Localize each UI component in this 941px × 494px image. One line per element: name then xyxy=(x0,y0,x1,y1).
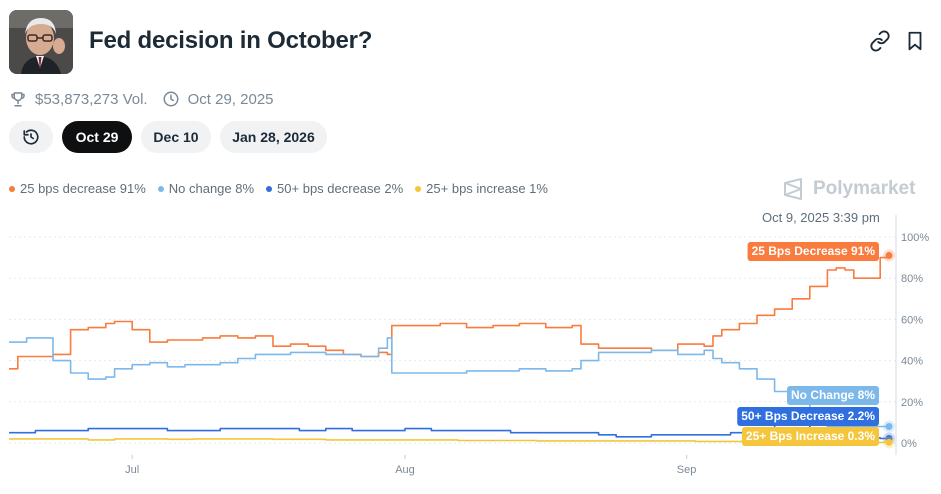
market-title: Fed decision in October? xyxy=(89,27,373,54)
tab-dec-10[interactable]: Dec 10 xyxy=(141,121,211,153)
series-end-pill-0 xyxy=(747,242,879,261)
legend-dot xyxy=(9,185,15,192)
series-end-dot-0 xyxy=(885,252,893,260)
y-tick-label: 100% xyxy=(901,232,929,244)
probability-chart[interactable]: 0% 20% 40% 60% 80% 100% Jul Aug Sep 25 Bps Decrea… xyxy=(0,215,941,490)
legend-dot xyxy=(157,185,164,192)
series-line-0 xyxy=(9,255,890,370)
y-tick-label: 80% xyxy=(901,273,923,285)
trophy-icon xyxy=(11,92,25,107)
market-end-date: Oct 29, 2025 xyxy=(187,90,274,108)
legend-item-no-change[interactable]: No change 8% xyxy=(157,181,255,196)
legend-item-25bps-decrease[interactable]: 25 bps decrease 91% xyxy=(9,181,146,196)
series-end-label-2: 50+ Bps Decrease 2.2% xyxy=(741,409,875,423)
clock-icon xyxy=(163,91,179,107)
legend-dot xyxy=(415,185,422,192)
y-tick-label: 40% xyxy=(901,356,923,368)
legend-label: 50+ bps decrease 2% xyxy=(277,181,404,196)
x-tick-label: Aug xyxy=(395,464,415,476)
y-tick-label: 60% xyxy=(901,314,923,326)
series-end-label-0: 25 Bps Decrease 91% xyxy=(752,244,876,258)
y-tick-label: 0% xyxy=(901,438,917,450)
tab-oct-29[interactable]: Oct 29 xyxy=(62,121,132,153)
legend-label: 25 bps decrease 91% xyxy=(20,181,146,196)
series-end-label-1: No Change 8% xyxy=(791,388,875,402)
y-tick-label: 20% xyxy=(901,397,923,409)
legend-label: 25+ bps increase 1% xyxy=(426,181,548,196)
bookmark-icon[interactable] xyxy=(904,30,926,52)
history-tab[interactable] xyxy=(9,121,53,153)
history-icon xyxy=(23,129,39,145)
market-avatar xyxy=(9,10,73,74)
series-end-pill-1 xyxy=(786,386,879,405)
hover-timestamp: Oct 9, 2025 3:39 pm xyxy=(762,210,880,225)
date-tabs: Oct 29 Dec 10 Jan 28, 2026 xyxy=(9,121,327,153)
x-tick-label: Sep xyxy=(677,464,697,476)
legend-label: No change 8% xyxy=(168,181,255,196)
legend-item-25bps-increase[interactable]: 25+ bps increase 1% xyxy=(415,181,548,196)
series-line-1 xyxy=(9,337,889,428)
market-header: Fed decision in October? xyxy=(9,10,929,74)
legend-item-50bps-decrease[interactable]: 50+ bps decrease 2% xyxy=(266,181,403,196)
series-end-label-3: 25+ Bps Increase 0.3% xyxy=(746,429,875,443)
x-tick-label: Jul xyxy=(125,464,139,476)
legend-dot xyxy=(266,185,273,192)
brand-name: Polymarket xyxy=(813,178,916,199)
polymarket-watermark: Polymarket xyxy=(781,177,915,201)
link-icon[interactable] xyxy=(869,30,891,52)
market-volume: $53,873,273 Vol. xyxy=(35,90,148,108)
series-end-dot-1 xyxy=(885,423,893,431)
series-end-pill-2 xyxy=(737,407,879,426)
tab-jan-28-2026[interactable]: Jan 28, 2026 xyxy=(220,121,327,153)
market-meta: $53,873,273 Vol. Oct 29, 2025 xyxy=(9,88,274,110)
series-end-dot-3 xyxy=(885,438,893,446)
series-end-pill-3 xyxy=(741,427,879,446)
polymarket-logo-icon xyxy=(784,178,802,200)
chart-legend: 25 bps decrease 91% No change 8% 50+ bps… xyxy=(9,181,548,196)
